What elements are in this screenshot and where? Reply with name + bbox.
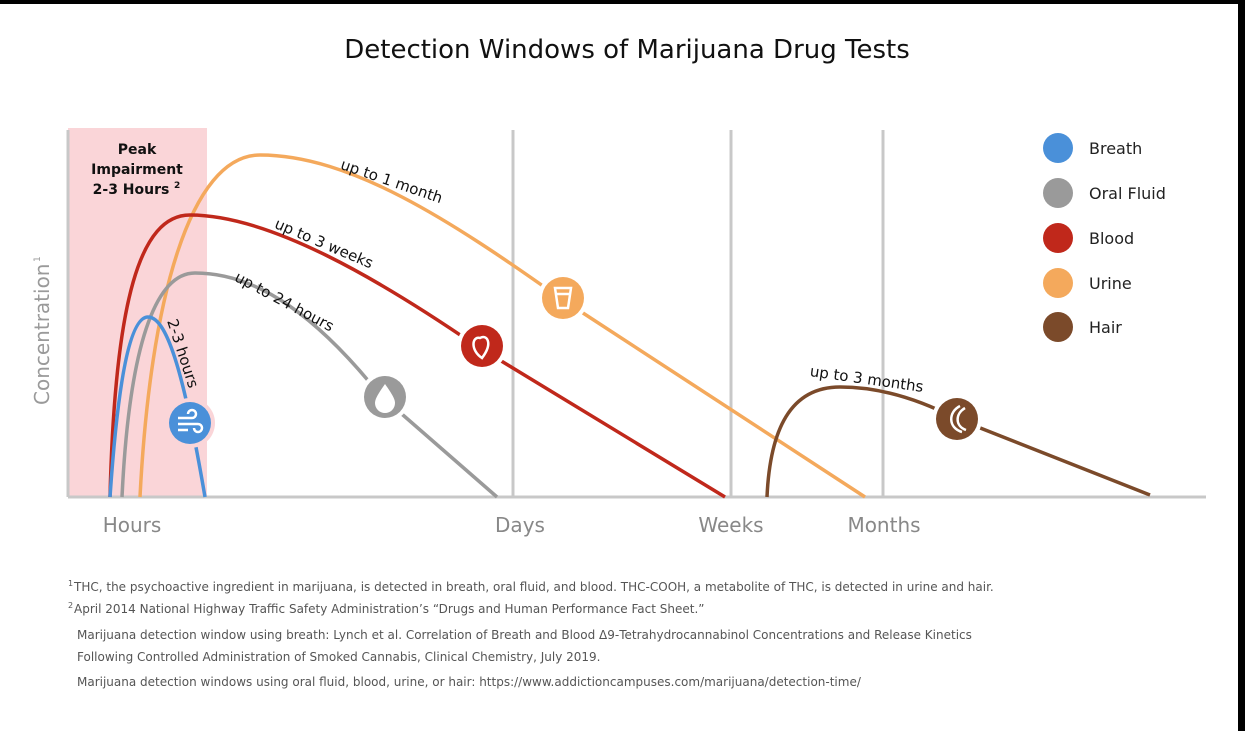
curves bbox=[108, 153, 1151, 499]
x-label: Weeks bbox=[698, 513, 763, 537]
peak-label: Impairment bbox=[91, 162, 183, 178]
legend-label: Blood bbox=[1089, 229, 1134, 248]
y-axis-label: Concentration bbox=[30, 264, 54, 405]
x-label: Hours bbox=[103, 513, 162, 537]
x-label: Months bbox=[847, 513, 920, 537]
x-axis-labels: Hours Days Weeks Months bbox=[103, 513, 921, 537]
x-label: Days bbox=[495, 513, 545, 537]
legend-label: Breath bbox=[1089, 139, 1142, 158]
footnotes: 1 THC, the psychoactive ingredient in ma… bbox=[68, 579, 994, 689]
legend: Breath Oral Fluid Blood Urine Hair bbox=[1043, 133, 1166, 342]
peak-label: Peak bbox=[118, 142, 157, 158]
legend-label: Urine bbox=[1089, 274, 1132, 293]
title: Detection Windows of Marijuana Drug Test… bbox=[344, 35, 910, 65]
footnote: Marijuana detection window using breath:… bbox=[77, 628, 972, 642]
y-axis-note: 1 bbox=[33, 256, 43, 262]
footnote-marker: 2 bbox=[68, 601, 73, 610]
footnote: THC, the psychoactive ingredient in mari… bbox=[73, 580, 994, 594]
peak-note: 2 bbox=[174, 181, 180, 191]
footnote: Marijuana detection windows using oral f… bbox=[77, 675, 862, 689]
axes bbox=[66, 130, 1206, 499]
gridlines bbox=[511, 130, 885, 497]
legend-label: Hair bbox=[1089, 318, 1122, 337]
curve-icons bbox=[165, 273, 982, 448]
legend-label: Oral Fluid bbox=[1089, 184, 1166, 203]
footnote: Following Controlled Administration of S… bbox=[77, 650, 601, 664]
footnote-marker: 1 bbox=[68, 579, 73, 588]
peak-label: 2-3 Hours bbox=[93, 182, 170, 198]
footnote: April 2014 National Highway Traffic Safe… bbox=[74, 602, 704, 616]
